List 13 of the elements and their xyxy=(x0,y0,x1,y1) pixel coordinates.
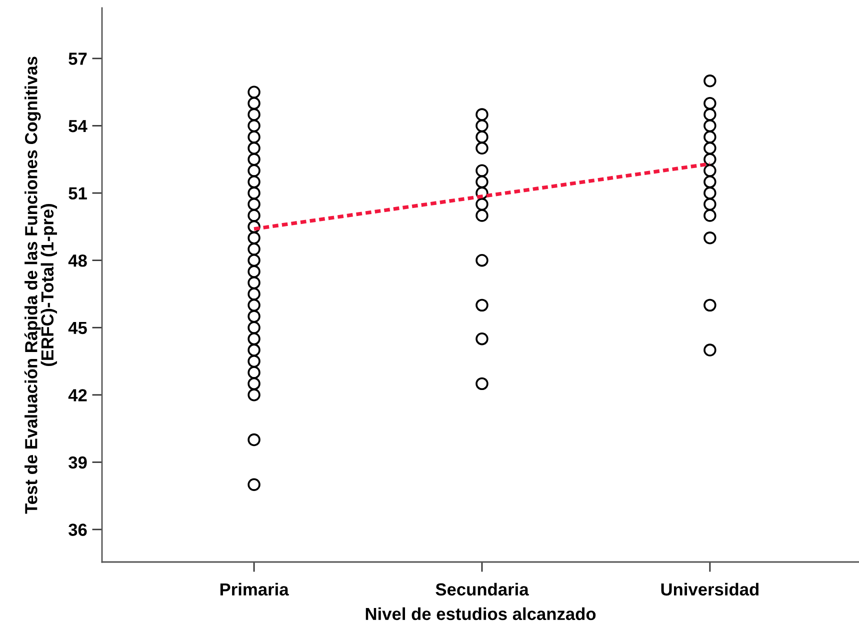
x-tick-label: Universidad xyxy=(661,582,758,596)
x-tick-label: Primaria xyxy=(220,582,289,596)
y-tick-label: 54 xyxy=(68,120,88,132)
y-tick-label: 48 xyxy=(68,254,87,267)
y-tick-label: 45 xyxy=(68,322,87,334)
y-tick-label: 39 xyxy=(68,456,87,469)
y-tick-label: 42 xyxy=(68,389,87,402)
y-tick-label: 36 xyxy=(68,524,87,536)
x-axis-title: Nivel de estudios alcanzado xyxy=(366,607,596,620)
y-tick-label: 51 xyxy=(68,187,87,200)
y-tick-label: 57 xyxy=(68,52,87,65)
x-tick-label: Secundaria xyxy=(436,582,529,596)
y-axis-title: Test de Evaluación Rápida de las Funciones Cognitivas (ERFC)-Total (1-pre) xyxy=(24,56,57,514)
